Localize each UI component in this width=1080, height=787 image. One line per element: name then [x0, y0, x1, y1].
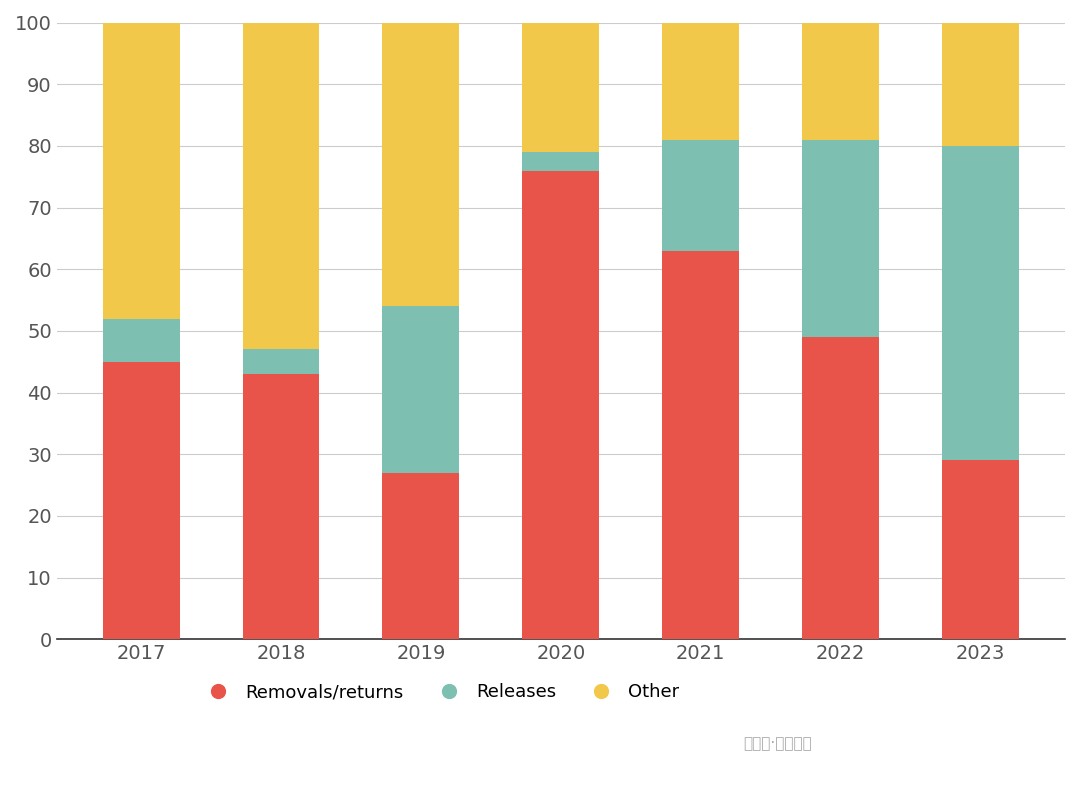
Bar [382, 473, 459, 639]
Bar [802, 139, 879, 337]
Bar [382, 306, 459, 473]
Bar [103, 319, 179, 362]
Bar [243, 349, 320, 374]
Bar [103, 362, 179, 639]
Legend: Removals/returns, Releases, Other: Removals/returns, Releases, Other [191, 674, 688, 711]
Bar [942, 23, 1020, 146]
Bar [942, 146, 1020, 460]
Text: 公众号·底线思维: 公众号·底线思维 [743, 736, 812, 752]
Bar [662, 251, 740, 639]
Bar [662, 23, 740, 139]
Bar [802, 23, 879, 139]
Bar [523, 23, 599, 152]
Bar [103, 23, 179, 319]
Bar [382, 23, 459, 306]
Bar [243, 374, 320, 639]
Bar [523, 171, 599, 639]
Bar [802, 337, 879, 639]
Bar [662, 139, 740, 251]
Bar [523, 152, 599, 171]
Bar [243, 23, 320, 349]
Bar [942, 460, 1020, 639]
